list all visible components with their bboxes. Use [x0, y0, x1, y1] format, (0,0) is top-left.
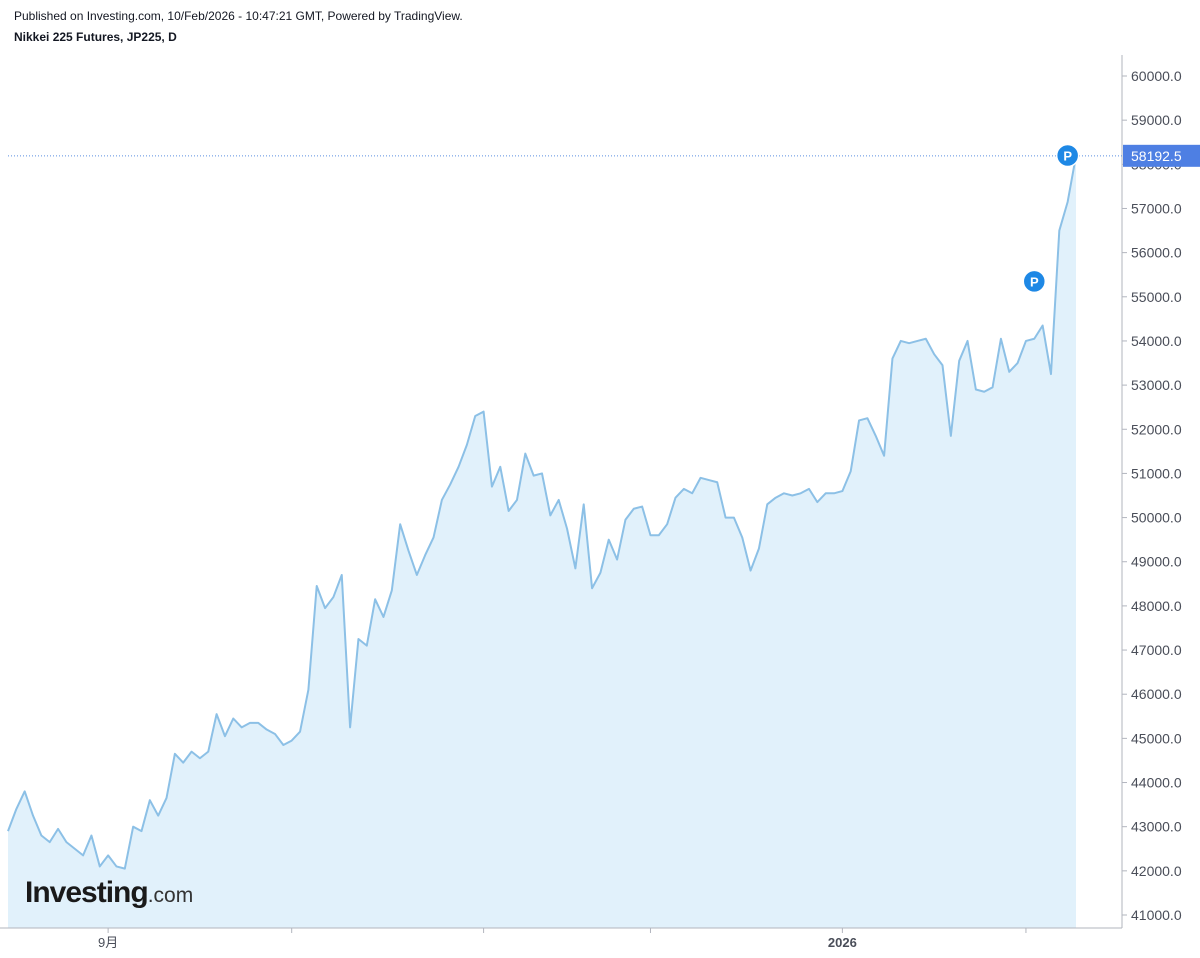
- y-tick-label: 44000.0: [1131, 775, 1182, 791]
- y-tick-label: 52000.0: [1131, 421, 1182, 437]
- event-marker[interactable]: [1055, 143, 1080, 168]
- y-tick-label: 41000.0: [1131, 907, 1182, 923]
- y-tick-label: 45000.0: [1131, 730, 1182, 746]
- area-fill: [8, 155, 1076, 928]
- last-price-badge: [1123, 144, 1200, 167]
- event-marker-label: P: [1063, 148, 1072, 163]
- y-tick-label: 60000.0: [1131, 68, 1182, 84]
- plot-area: [7, 155, 1077, 928]
- y-tick-label: 47000.0: [1131, 642, 1182, 658]
- y-tick-label: 55000.0: [1131, 289, 1182, 305]
- published-note: Published on Investing.com, 10/Feb/2026 …: [14, 9, 463, 23]
- event-marker-label: P: [1030, 274, 1039, 289]
- logo-text: Investing: [25, 876, 149, 909]
- investing-logo: Investing.com: [25, 876, 193, 910]
- y-tick-label: 53000.0: [1131, 377, 1182, 393]
- x-tick-label: 2026: [828, 935, 857, 950]
- last-price-label: 58192.5: [1131, 148, 1182, 164]
- x-tick-label: 9月: [98, 935, 118, 950]
- y-tick-label: 56000.0: [1131, 245, 1182, 261]
- y-tick-label: 50000.0: [1131, 510, 1182, 526]
- y-tick-label: 48000.0: [1131, 598, 1182, 614]
- y-tick-label: 46000.0: [1131, 686, 1182, 702]
- logo-domain: .com: [147, 884, 194, 907]
- y-tick-label: 43000.0: [1131, 819, 1182, 835]
- x-axis: 9月 2026: [0, 927, 1122, 950]
- y-tick-label: 57000.0: [1131, 200, 1182, 216]
- event-marker[interactable]: [1022, 269, 1047, 294]
- chart-overlay: 58192.5 P P: [8, 143, 1200, 294]
- y-tick-label: 51000.0: [1131, 465, 1182, 481]
- y-tick-label: 49000.0: [1131, 554, 1182, 570]
- y-tick-label: 54000.0: [1131, 333, 1182, 349]
- y-axis: 41000.0 42000.0 43000.0 44000.0 45000.0 46000…: [1121, 55, 1182, 928]
- symbol-title: Nikkei 225 Futures, JP225, D: [14, 30, 177, 44]
- y-tick-label: 42000.0: [1131, 863, 1182, 879]
- y-tick-label: 59000.0: [1131, 112, 1182, 128]
- price-line: [7, 155, 1077, 870]
